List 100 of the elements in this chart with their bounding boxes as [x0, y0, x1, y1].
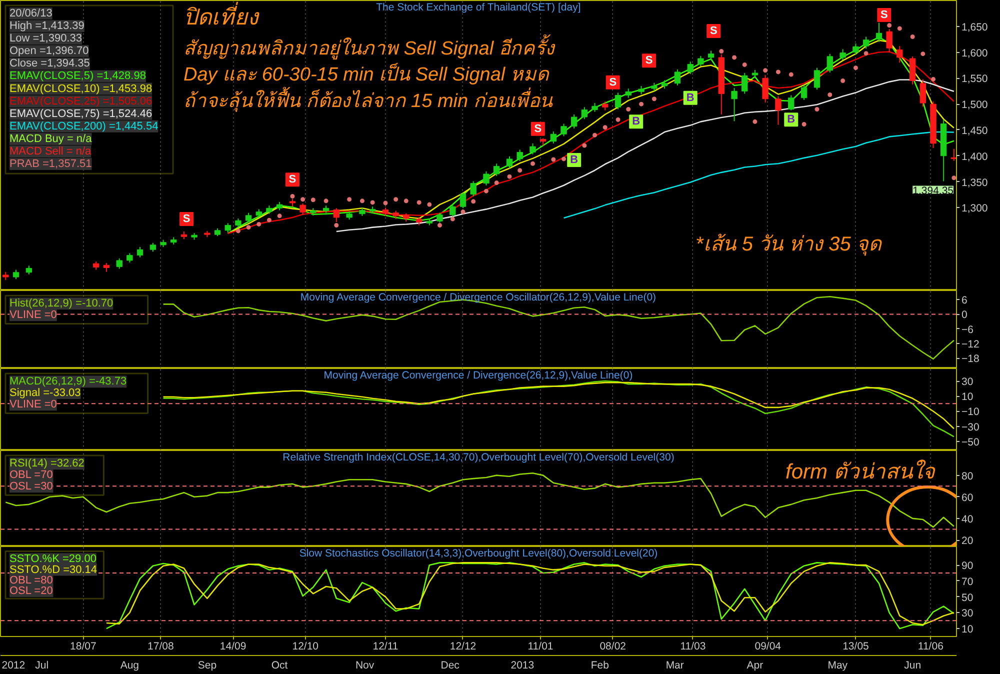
- point: [562, 156, 566, 162]
- y-tick-label: 80: [962, 470, 974, 482]
- point: [484, 188, 488, 194]
- text: EMAV(CLOSE,200) =1,445.54: [10, 120, 158, 132]
- point: [246, 225, 251, 230]
- data-label: S: [880, 9, 888, 21]
- y-tick-label: 1,300: [962, 202, 988, 215]
- candlestick: [698, 55, 704, 67]
- candlestick: [920, 78, 926, 108]
- text: MACD Buy = n/a: [10, 132, 93, 145]
- data-label: S: [609, 76, 617, 88]
- annotation: ถ้าจะลุ้นให้ฟื้น ก็ต้องไล่จาก 15 min ก่อนเพื่อน: [184, 86, 554, 112]
- candlestick: [762, 74, 768, 104]
- point: [602, 125, 608, 130]
- point: [370, 200, 375, 205]
- point: [383, 200, 388, 206]
- point: [460, 210, 466, 214]
- line-series: [162, 382, 955, 430]
- point: [840, 78, 846, 84]
- point: [427, 202, 432, 207]
- point: [518, 168, 522, 173]
- point: [360, 198, 364, 204]
- ref-line-label: OSL =20: [10, 585, 53, 598]
- point: [853, 66, 858, 70]
- candlestick: [775, 96, 782, 126]
- point: [910, 34, 915, 39]
- candlestick: [530, 142, 536, 155]
- x-tick-label: 17/08: [148, 640, 174, 652]
- x-tick-label: 12/12: [450, 640, 476, 652]
- y-tick-label: 30: [962, 376, 974, 388]
- chart-title: Slow Stochastics Oscillator(14,3,3),Overbought Level(80),Oversold Level(20): [299, 547, 658, 560]
- candlestick: [483, 170, 490, 186]
- candlestick: [731, 88, 738, 122]
- x2-tick-label: Feb: [590, 660, 610, 672]
- x-tick-label: 09/04: [754, 640, 782, 652]
- point: [952, 176, 956, 180]
- candlestick: [470, 180, 476, 197]
- x2-tick-label: Jul: [35, 660, 49, 672]
- text: EMAV(CLOSE,10) =1,453.98: [10, 82, 152, 95]
- x2-tick-label: Sep: [198, 660, 217, 672]
- point: [236, 228, 240, 234]
- candlestick: [708, 50, 714, 61]
- point: [471, 199, 476, 204]
- candlestick: [126, 252, 133, 264]
- point: [266, 218, 272, 222]
- data-label: B: [787, 114, 796, 126]
- x2-tick-label: 2013: [510, 660, 534, 672]
- data-label: S: [288, 174, 296, 186]
- ref-line-label: OSL =30: [10, 480, 53, 493]
- point: [788, 72, 794, 77]
- y-tick-label: −10: [962, 406, 980, 418]
- y-tick-label: −6: [962, 324, 974, 336]
- candlestick: [560, 123, 567, 137]
- data-label: S: [645, 54, 653, 67]
- candlestick: [493, 163, 500, 177]
- point: [310, 198, 316, 202]
- y-tick-label: 70: [962, 576, 974, 588]
- candlestick: [800, 84, 808, 100]
- candlestick: [687, 61, 694, 75]
- annotation: *เส้น 5 วัน ห่าง 35 จุด: [696, 233, 882, 256]
- y-tick-label: 1,450: [962, 124, 988, 137]
- chart-title: Moving Average Convergence / Divergence Oscillator(26,12,9),Value Line(0): [300, 292, 656, 304]
- x2-tick-label: May: [828, 660, 848, 672]
- point: [334, 223, 339, 228]
- y-tick-label: −12: [962, 338, 980, 351]
- point: [930, 76, 936, 82]
- ref-line-label: VLINE =0: [10, 398, 57, 411]
- text: Signal =-33.03: [10, 387, 81, 400]
- point: [404, 198, 408, 204]
- text: MACD Sell = n/a: [10, 146, 92, 158]
- x-tick-label: 12/10: [292, 640, 319, 652]
- point: [437, 223, 442, 228]
- annotation: form ตัวน่าสนใจ: [786, 460, 936, 484]
- y-tick-label: 6: [962, 294, 968, 307]
- point: [897, 26, 902, 31]
- text: PRAB =1,357.51: [10, 158, 92, 170]
- point: [494, 180, 499, 186]
- candlestick: [840, 48, 846, 61]
- y-tick-label: −30: [962, 421, 980, 434]
- candlestick: [950, 148, 956, 162]
- y-tick-label: 1,500: [962, 99, 988, 112]
- candlestick: [788, 94, 794, 111]
- point: [719, 49, 724, 54]
- y-tick-label: 1,600: [962, 47, 988, 60]
- point: [652, 96, 656, 102]
- point: [394, 197, 398, 202]
- x2-tick-label: Aug: [120, 660, 140, 672]
- point: [864, 51, 868, 56]
- point: [290, 194, 295, 198]
- x-tick-label: 11/06: [918, 640, 944, 652]
- point: [256, 222, 262, 226]
- point: [802, 122, 806, 127]
- point: [530, 161, 536, 166]
- line-series: [162, 380, 955, 438]
- point: [551, 157, 556, 162]
- x2-tick-label: Nov: [355, 660, 375, 672]
- point: [277, 214, 282, 218]
- data-label: B: [570, 154, 578, 166]
- ref-line-label: VLINE =0: [10, 309, 57, 322]
- candlestick: [814, 67, 820, 90]
